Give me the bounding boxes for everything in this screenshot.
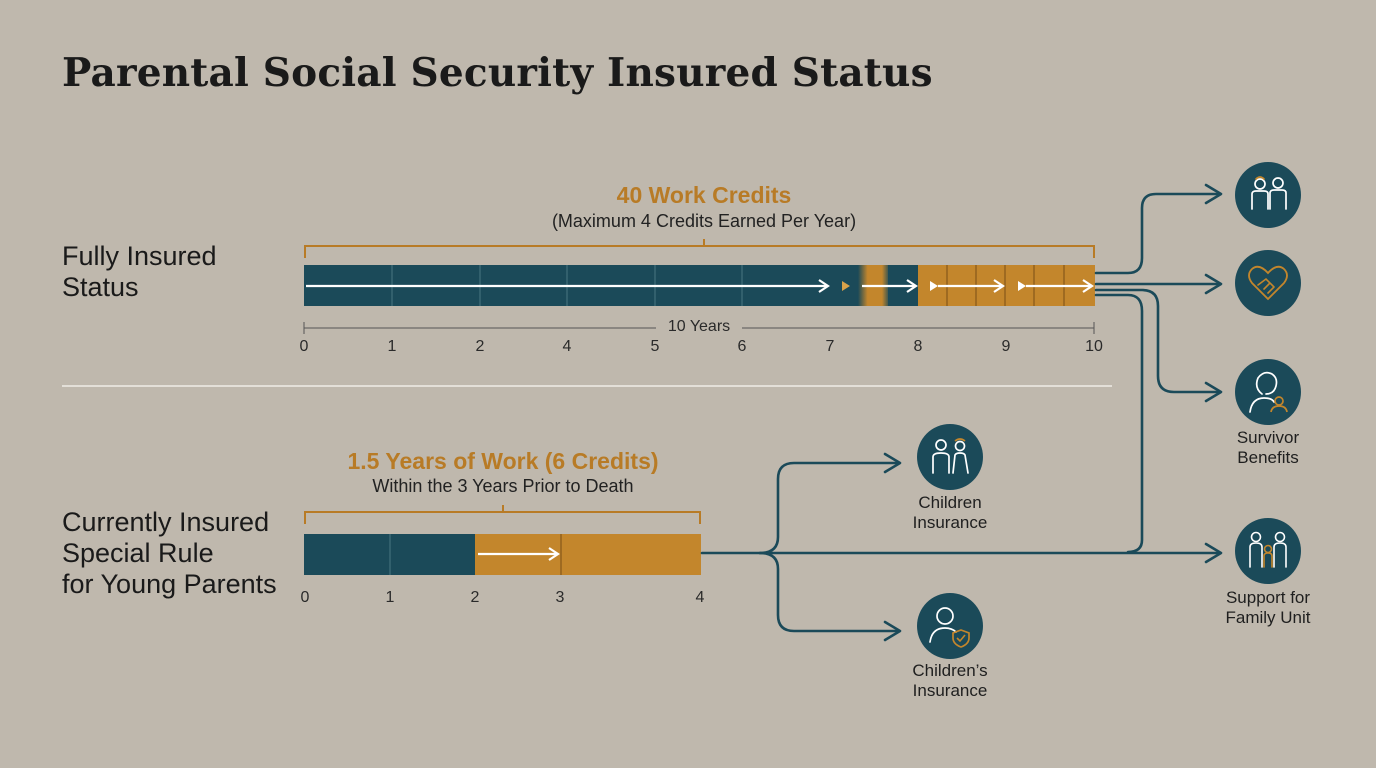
fully-tick: 4 [562, 338, 572, 355]
currently-credits-caption: 1.5 Years of Work (6 Credits) [347, 448, 659, 474]
fully-tick: 6 [737, 338, 747, 355]
family-unit-line2: Family Unit [1225, 608, 1311, 627]
fully-tick: 2 [475, 338, 485, 355]
fully-credits-caption: 40 Work Credits [616, 182, 792, 208]
fully-insured-label: Fully Insured Status [62, 241, 217, 303]
fully-insured-label-line1: Fully Insured [62, 241, 217, 271]
child-shield-icon [917, 593, 983, 659]
fully-span-label: 10 Years [663, 318, 735, 336]
childrens-insurance-line1: Children’s [912, 661, 988, 680]
family-unit-line1: Support for [1225, 588, 1311, 607]
fully-tick: 10 [1085, 338, 1103, 355]
fully-axis [303, 322, 1095, 334]
family-unit-icon [1235, 518, 1301, 584]
fully-tick: 9 [1001, 338, 1011, 355]
children-insurance-line1: Children [918, 493, 982, 512]
family-unit-label: Support for Family Unit [1225, 588, 1310, 628]
currently-tick: 4 [695, 589, 705, 606]
currently-insured-label-line2: Special Rule [62, 538, 214, 568]
survivor-benefits-line1: Survivor [1236, 428, 1300, 447]
fully-credits-note: (Maximum 4 Credits Earned Per Year) [551, 211, 857, 231]
currently-tick: 2 [470, 589, 480, 606]
currently-tick: 3 [555, 589, 565, 606]
heart-handshake-icon [1235, 250, 1301, 316]
fully-tick: 1 [387, 338, 397, 355]
children-insurance-line2: Insurance [912, 513, 988, 532]
currently-insured-label-line1: Currently Insured [62, 507, 270, 537]
fully-tick: 5 [650, 338, 660, 355]
fully-bracket [304, 239, 1095, 258]
children-insurance-label: Children Insurance [913, 493, 988, 533]
page-title: Parental Social Security Insured Status [62, 50, 933, 96]
fully-tick: 8 [913, 338, 923, 355]
fully-credits-bar [304, 265, 1095, 306]
fully-insured-label-line2: Status [62, 272, 139, 302]
fully-tick: 7 [825, 338, 835, 355]
widow-icon [1235, 359, 1301, 425]
connectors [700, 183, 1223, 642]
fully-tick: 0 [299, 338, 309, 355]
currently-insured-label: Currently Insured Special Rule for Young… [62, 507, 277, 600]
currently-insured-label-line3: for Young Parents [62, 569, 277, 599]
currently-tick: 0 [300, 589, 310, 606]
survivor-benefits-line2: Benefits [1237, 448, 1299, 467]
currently-credits-bar [304, 534, 701, 575]
currently-bracket [304, 505, 701, 524]
family-icon [1235, 162, 1301, 228]
currently-credits-note: Within the 3 Years Prior to Death [372, 476, 634, 496]
currently-tick: 1 [385, 589, 395, 606]
childrens-insurance-line2: Insurance [912, 681, 988, 700]
survivor-benefits-label: Survivor Benefits [1237, 428, 1299, 468]
childrens-insurance-label: Children’s Insurance [912, 661, 987, 701]
children-icon [917, 424, 983, 490]
